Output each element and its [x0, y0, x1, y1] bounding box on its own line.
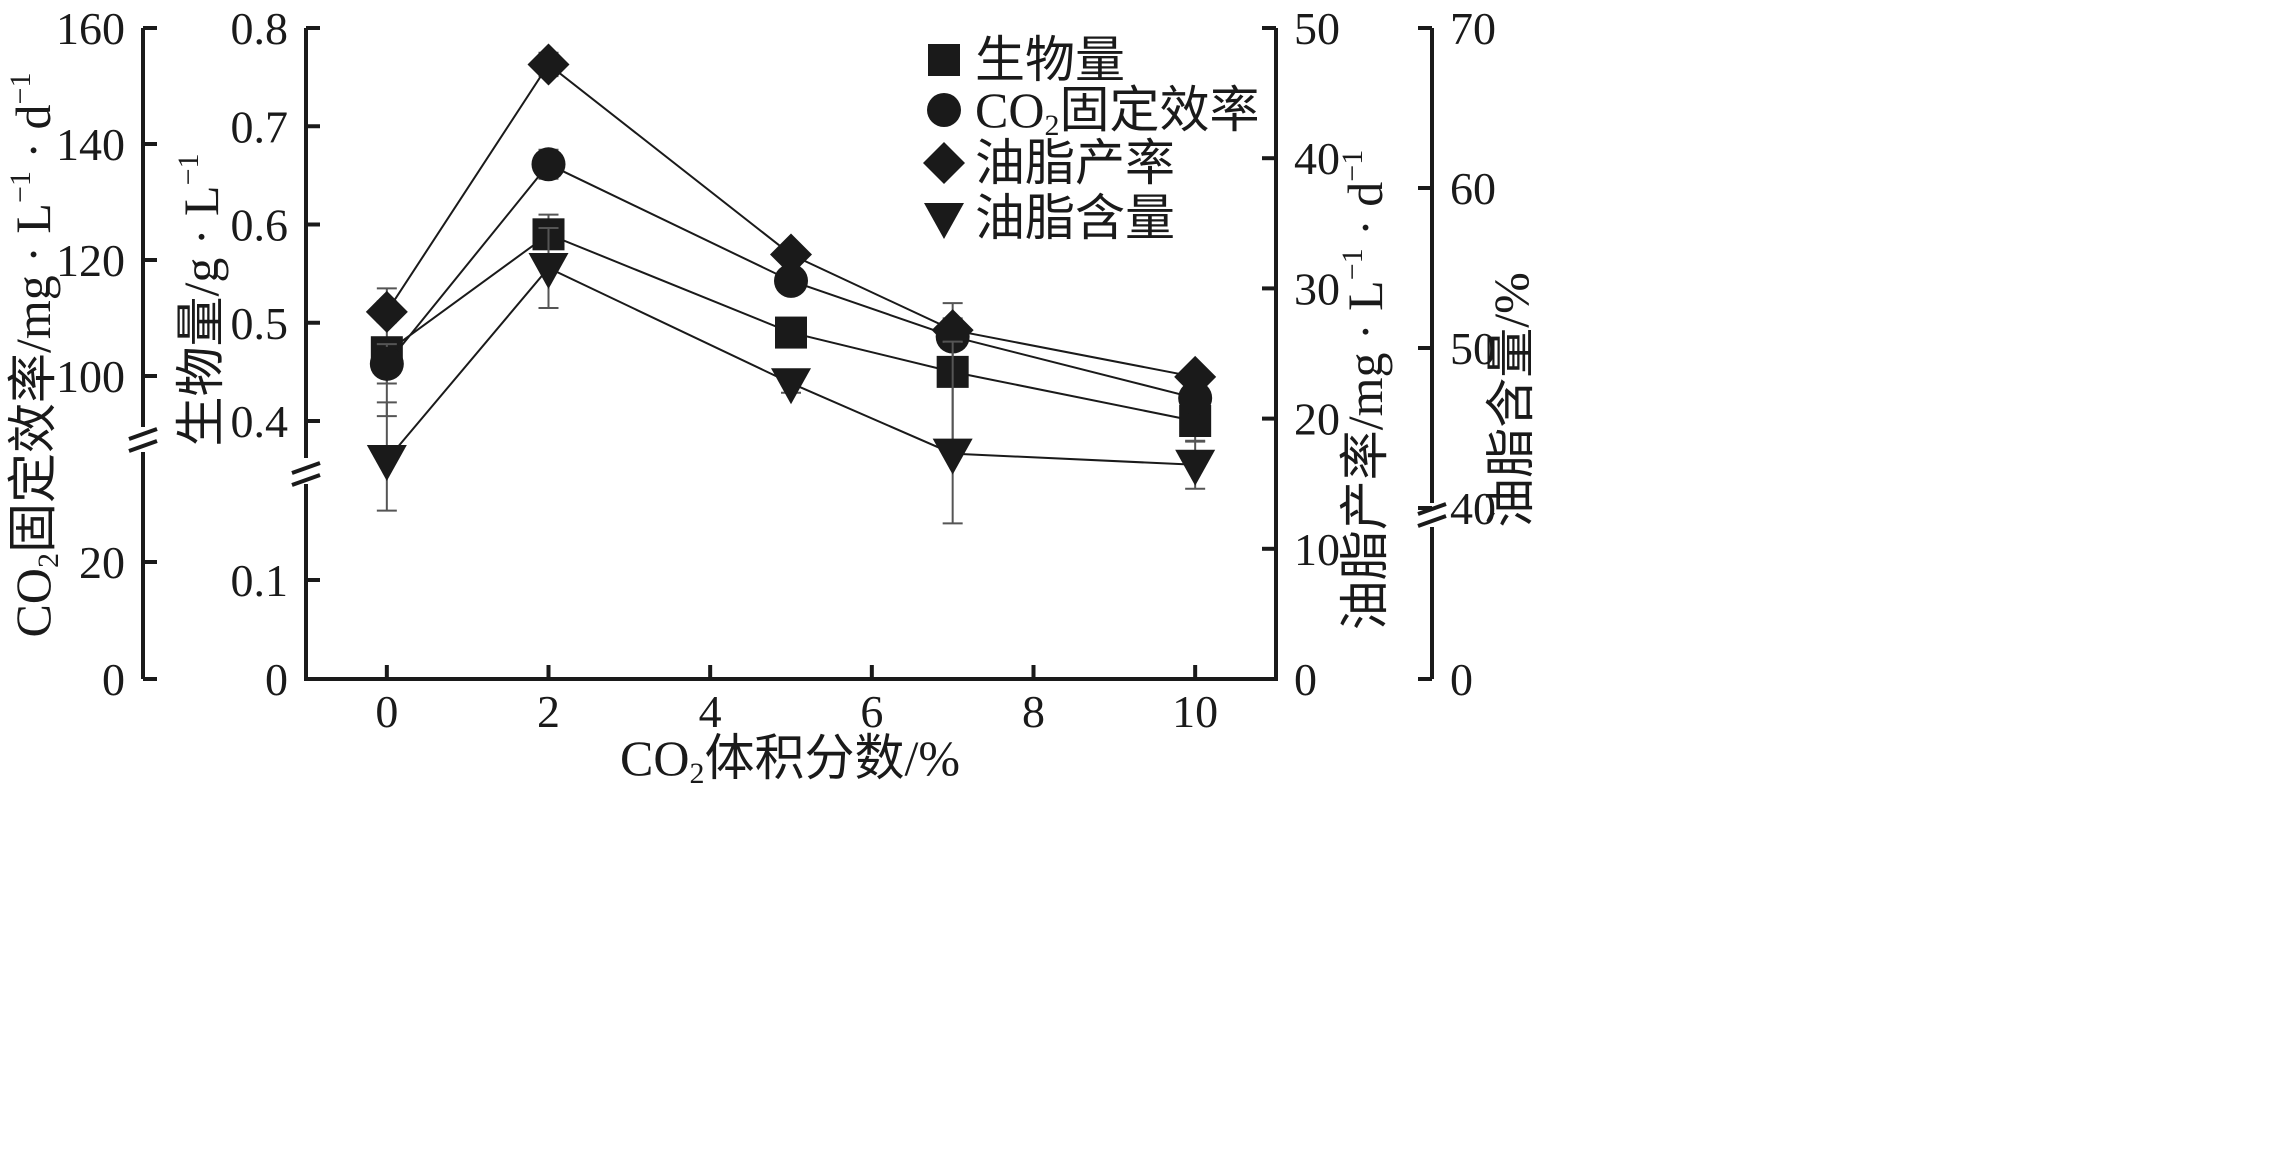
series: [365, 43, 1217, 525]
series-productivity: [365, 43, 1217, 398]
x-tick-label-0: 0: [375, 686, 398, 737]
content-axis-title: 油脂含量/%: [1483, 272, 1539, 528]
co2-axis-break-b: [128, 439, 158, 453]
co2-point-4: [1178, 381, 1213, 416]
productivity-point-3: [931, 309, 974, 352]
productivity-point-2: [770, 233, 812, 276]
x-axis-title-part: 2: [689, 757, 704, 790]
biomass-point-2: [775, 316, 807, 349]
x-axis-title-part: 体积分数/%: [704, 730, 960, 786]
biomass-tick-label-3: 0.5: [231, 298, 289, 349]
legend-label-biomass: 生物量: [975, 32, 1125, 88]
biomass-tick-label-0: 0: [265, 654, 288, 705]
series-content: [366, 227, 1216, 525]
content-point-3: [932, 438, 973, 475]
x-tick-label-4: 4: [699, 686, 722, 737]
legend-label-content: 油脂含量: [975, 190, 1175, 246]
content-point-2: [771, 368, 811, 405]
productivity-point-4: [1174, 355, 1217, 398]
productivity-point-0: [365, 290, 408, 333]
co2-axis-title: CO2固定效率/mg · L−1 · d−1: [4, 73, 65, 638]
legend-label-co2: CO2固定效率: [975, 82, 1259, 142]
content-tick-label-3: 60: [1450, 163, 1496, 214]
biomass-axis-title-part: −1: [172, 153, 205, 185]
content-point-0: [366, 445, 407, 481]
x-axis-title: CO2体积分数/%: [620, 730, 960, 790]
x-tick-label-2: 2: [537, 686, 560, 737]
productivity-tick-label-2: 20: [1294, 394, 1340, 445]
content-axis-break-b: [1417, 514, 1447, 528]
x-tick-label-6: 6: [860, 686, 883, 737]
content-tick-label-1: 40: [1450, 483, 1496, 534]
legend-label-part: CO: [975, 82, 1044, 138]
productivity-tick-label-1: 10: [1294, 524, 1340, 575]
legend-marker-biomass: [928, 44, 960, 76]
legend-label-part: 油脂含量: [975, 190, 1175, 246]
x-tick-label-8: 8: [1022, 686, 1045, 737]
x-tick-label-10: 10: [1172, 686, 1218, 737]
content-point-1: [528, 253, 569, 289]
co2-tick-label-1: 20: [79, 537, 125, 588]
biomass-axis-break-b: [291, 473, 321, 487]
biomass-tick-label-4: 0.6: [231, 200, 289, 251]
content-tick-label-2: 50: [1450, 323, 1496, 374]
productivity-tick-label-3: 30: [1294, 263, 1340, 314]
co2-point-0: [369, 346, 404, 381]
legend-label-part: 2: [1044, 109, 1059, 142]
biomass-tick-label-6: 0.8: [231, 3, 289, 54]
productivity-axis-title-part: · d: [1337, 182, 1393, 249]
co2-tick-label-3: 120: [56, 235, 125, 286]
legend-marker-content: [924, 203, 964, 239]
productivity-tick-label-5: 50: [1294, 3, 1340, 54]
biomass-tick-label-1: 0.1: [231, 555, 289, 606]
legend-label-productivity: 油脂产率: [975, 135, 1175, 191]
co2-axis-title-part: 固定效率/mg · L: [5, 203, 61, 553]
co2-point-1: [531, 147, 566, 182]
co2-point-2: [774, 263, 808, 298]
co2-axis-title-part: −1: [4, 171, 37, 203]
co2-tick-label-4: 140: [56, 119, 125, 170]
productivity-tick-label-0: 0: [1294, 654, 1317, 705]
content-tick-label-0: 0: [1450, 654, 1473, 705]
productivity-axis-title-part: −1: [1336, 248, 1369, 280]
co2-tick-label-2: 100: [56, 351, 125, 402]
legend-marker-productivity: [923, 142, 965, 184]
co2-tick-label-5: 160: [56, 3, 125, 54]
co2-tick-label-0: 0: [102, 654, 125, 705]
content-tick-label-4: 70: [1450, 3, 1496, 54]
axes: 0 2 4 6 8 1000.10.40.50.60.70.801020304050020…: [56, 3, 1496, 737]
content-point-4: [1175, 449, 1216, 486]
productivity-axis-title: 油脂产率/mg · L−1 · d−1: [1336, 150, 1393, 630]
co2-axis-title-part: CO: [5, 568, 61, 637]
biomass-axis-title: 生物量/g · L−1: [172, 153, 229, 446]
biomass-tick-label-2: 0.4: [231, 396, 289, 447]
productivity-axis-title-part: −1: [1336, 150, 1369, 182]
x-axis-title-part: CO: [620, 730, 689, 786]
productivity-axis-title-part: 油脂产率/mg · L: [1337, 280, 1393, 630]
biomass-tick-label-5: 0.7: [231, 101, 289, 152]
biomass-axis-break-a: [291, 461, 321, 475]
co2-axis-title-part: 2: [32, 553, 65, 568]
productivity-point-1: [527, 43, 570, 86]
legend-label-part: 油脂产率: [975, 135, 1175, 191]
co2-axis-title-part: · d: [5, 104, 61, 171]
legend-label-part: 固定效率: [1059, 82, 1259, 138]
co2-axis-break-a: [128, 427, 158, 441]
productivity-tick-label-4: 40: [1294, 133, 1340, 184]
legend-marker-co2: [927, 93, 961, 127]
legend-label-part: 生物量: [975, 32, 1125, 88]
biomass-axis-title-part: 生物量/g · L: [173, 185, 229, 446]
co2-axis-title-part: −1: [4, 73, 37, 105]
